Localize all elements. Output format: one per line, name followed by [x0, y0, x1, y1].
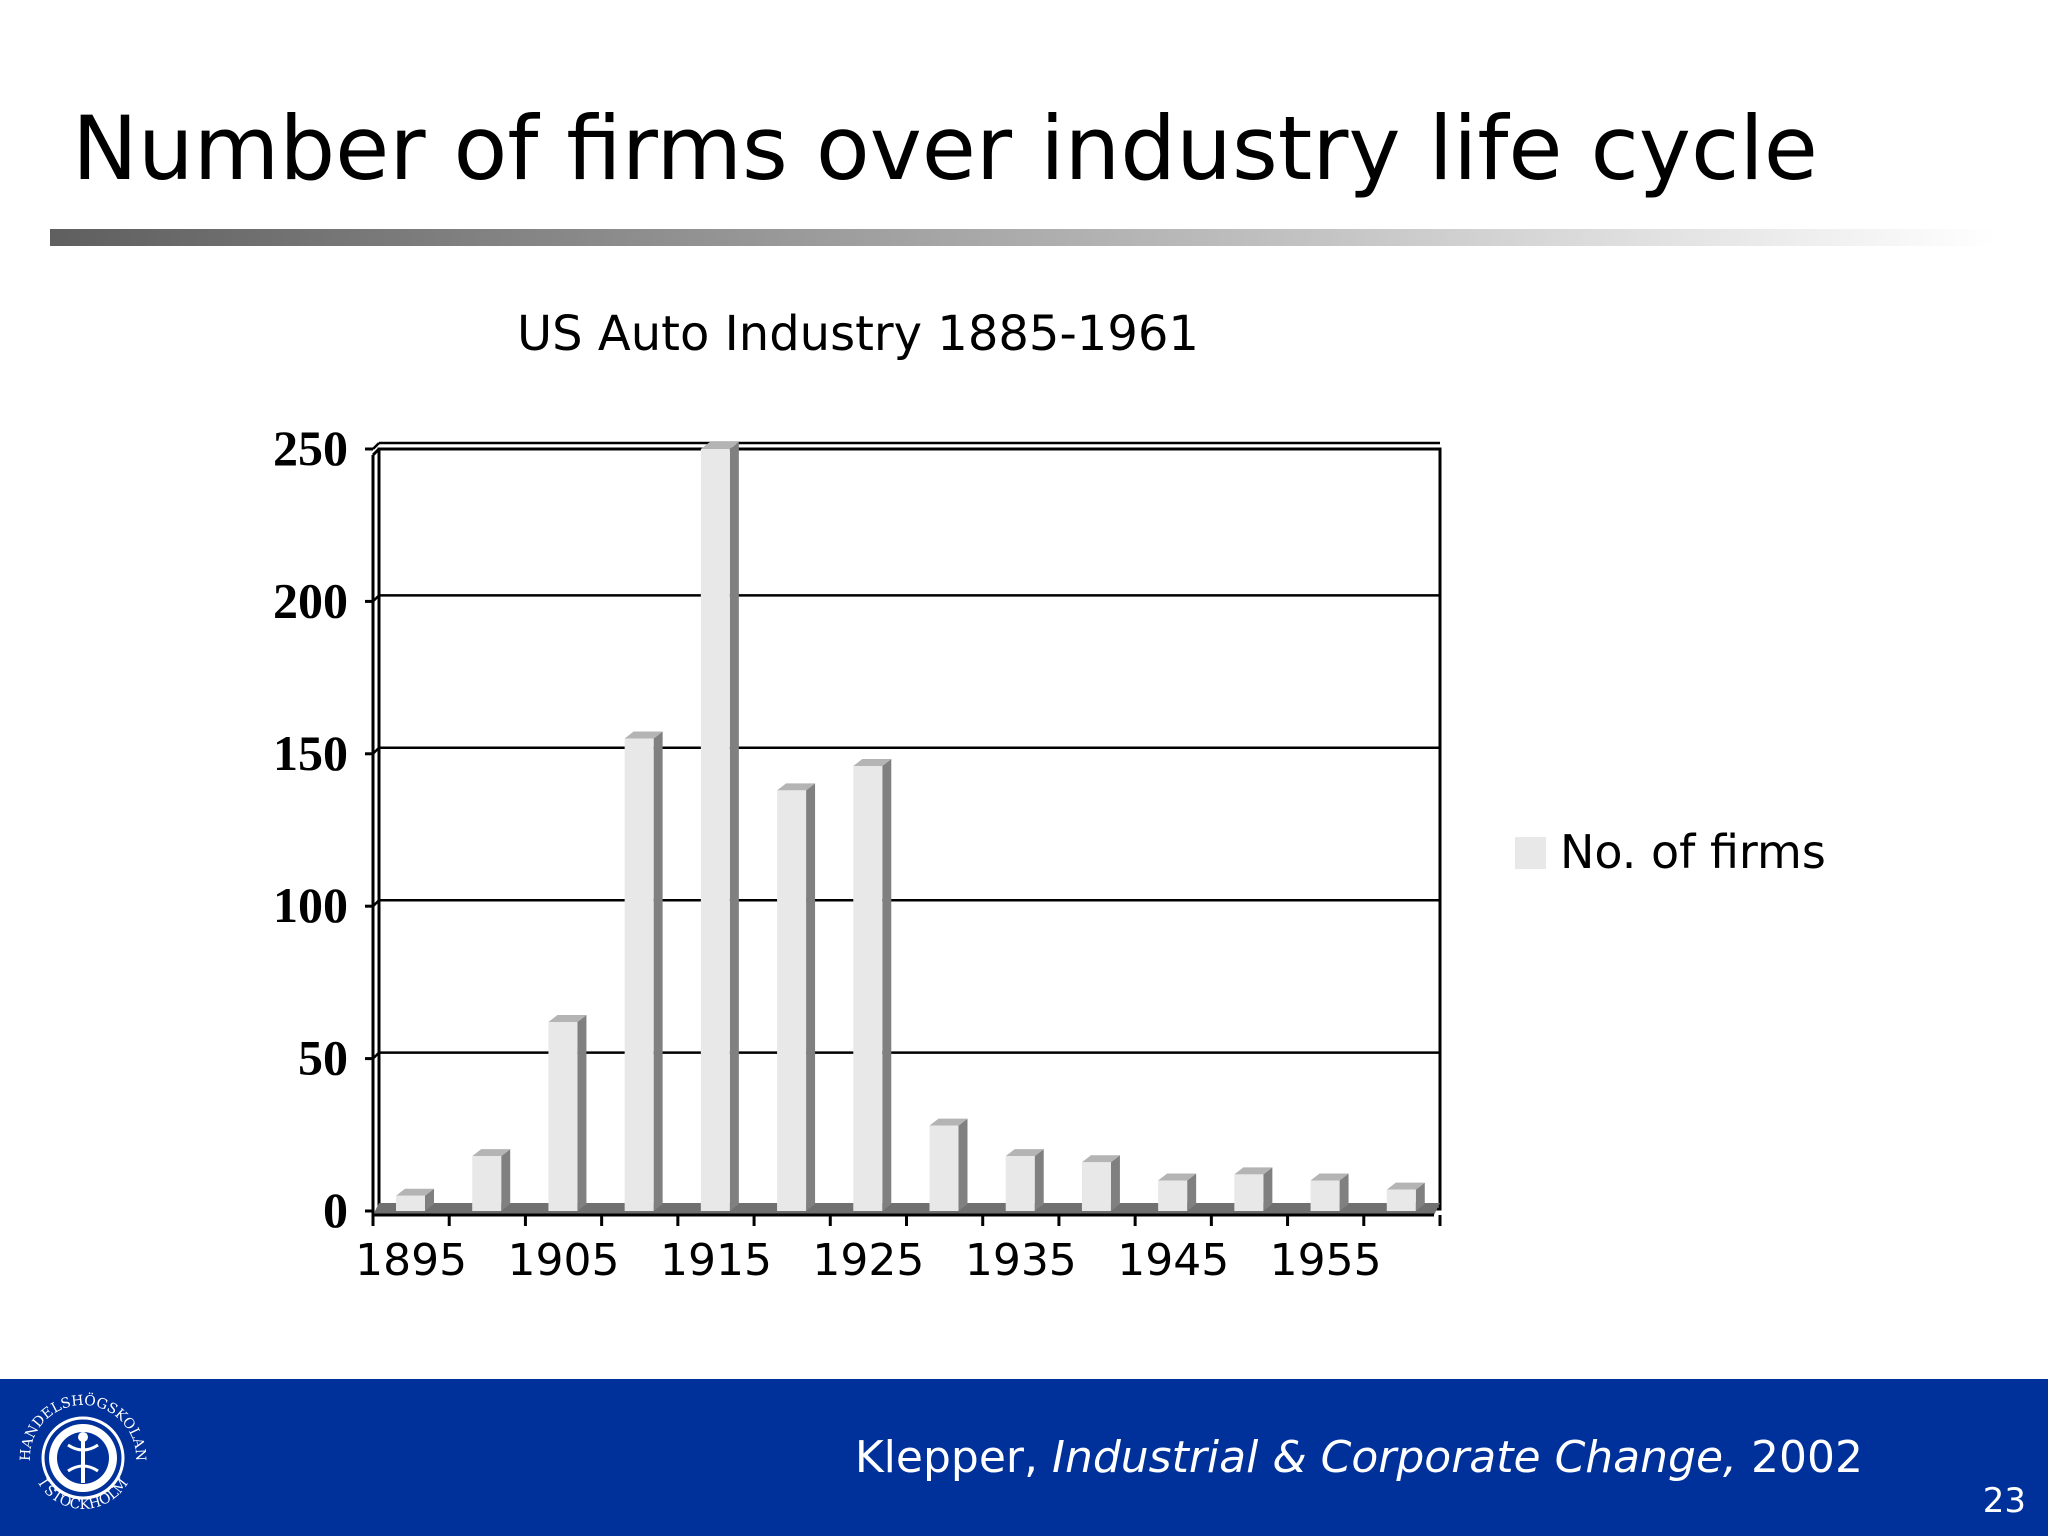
x-tick-label: 1955: [1270, 1235, 1382, 1286]
bar: [929, 1118, 968, 1211]
legend-swatch: [1515, 837, 1546, 869]
bar-front: [624, 738, 654, 1211]
chart-floor: [373, 1203, 1440, 1215]
bar: [1158, 1173, 1197, 1211]
bar: [472, 1149, 511, 1211]
y-tick-label: 100: [273, 877, 348, 933]
bar-side: [729, 442, 739, 1211]
bar-side: [1415, 1182, 1425, 1211]
bar-front: [1310, 1180, 1340, 1211]
bar-side: [1187, 1173, 1197, 1211]
y-tick-label: 150: [273, 725, 348, 781]
x-tick-label: 1905: [508, 1235, 620, 1286]
bar: [548, 1015, 587, 1211]
y-tick-label: 50: [298, 1030, 348, 1086]
x-tick-label: 1945: [1117, 1235, 1229, 1286]
axis-depth-edge: [371, 447, 381, 457]
bar-front: [1005, 1156, 1035, 1211]
gridline-depth: [372, 1051, 380, 1060]
legend-label: No. of firms: [1560, 825, 1826, 879]
bar-front: [472, 1156, 502, 1211]
bar-front: [548, 1022, 578, 1211]
bar-top: [1386, 1182, 1425, 1190]
bar: [1081, 1155, 1120, 1211]
bar-top: [853, 758, 892, 766]
bar-side: [1034, 1149, 1044, 1211]
bar-front: [1081, 1162, 1111, 1211]
bar-side: [806, 783, 816, 1211]
bar-chart: US Auto Industry 1885-1961 0 50 100 150 200 2…: [273, 306, 1826, 1286]
footer-citation: Klepper, Industrial & Corporate Change, …: [855, 1432, 1863, 1483]
gridline-depth: [372, 746, 380, 755]
plot-area: [377, 447, 1442, 1211]
bar: [1234, 1167, 1273, 1211]
bar: [777, 783, 816, 1211]
bar-top: [1234, 1167, 1273, 1175]
y-tick-label: 0: [323, 1182, 348, 1238]
bar-top: [1081, 1155, 1120, 1163]
citation-author: Klepper,: [854, 1432, 1038, 1483]
title-divider: [50, 229, 1995, 246]
gridline-depth: [372, 594, 380, 603]
bar-side: [882, 758, 892, 1211]
bar-top: [624, 731, 663, 739]
bar-side: [1339, 1173, 1349, 1211]
bar-side: [958, 1118, 968, 1211]
bar: [1005, 1149, 1044, 1211]
x-tick-label: 1925: [812, 1235, 924, 1286]
bar-side: [577, 1015, 587, 1211]
bar-front: [1234, 1174, 1264, 1211]
x-tick-label: 1935: [965, 1235, 1077, 1286]
bar-front: [1158, 1180, 1188, 1211]
bar-top: [700, 442, 739, 449]
bar-top: [1158, 1173, 1197, 1181]
bar-top: [472, 1149, 511, 1157]
bar-front: [853, 765, 883, 1211]
bar-front: [700, 449, 730, 1211]
bar-top: [777, 783, 816, 791]
bar-side: [1110, 1155, 1120, 1211]
gridline-depth: [372, 899, 380, 908]
x-tick-label: 1915: [660, 1235, 772, 1286]
gridline-depth: [372, 442, 380, 450]
bar: [700, 442, 739, 1211]
footer-bar: HANDELSHÖGSKOLAN I STOCKHOLM Klepper, Ind…: [0, 1379, 2048, 1536]
bar: [1386, 1182, 1425, 1211]
bar: [396, 1188, 434, 1211]
bar-front: [929, 1125, 959, 1211]
citation-year: 2002: [1751, 1432, 1863, 1483]
bar-front: [777, 790, 807, 1211]
bar-top: [396, 1188, 434, 1196]
y-tick-label: 200: [273, 572, 348, 628]
bar-top: [929, 1118, 968, 1126]
logo: HANDELSHÖGSKOLAN I STOCKHOLM: [10, 1385, 156, 1531]
chart-title: US Auto Industry 1885-1961: [517, 306, 1199, 362]
bar: [1310, 1173, 1349, 1211]
citation-journal: Industrial & Corporate Change,: [1051, 1432, 1738, 1483]
page-number: 23: [1982, 1481, 2026, 1521]
bar-side: [425, 1188, 434, 1211]
bar-front: [396, 1195, 425, 1211]
bar-side: [501, 1149, 511, 1211]
slide-title: Number of firms over industry life cycle: [72, 97, 1818, 200]
bar: [853, 758, 892, 1211]
bar: [624, 731, 663, 1211]
bar-side: [1263, 1167, 1273, 1211]
bar-top: [1005, 1149, 1044, 1157]
x-tick-label: 1895: [355, 1235, 467, 1286]
y-tick-label: 250: [273, 420, 348, 476]
bar-top: [548, 1015, 587, 1023]
bar-top: [1310, 1173, 1349, 1181]
bar-front: [1386, 1189, 1416, 1211]
bar-side: [653, 731, 663, 1211]
